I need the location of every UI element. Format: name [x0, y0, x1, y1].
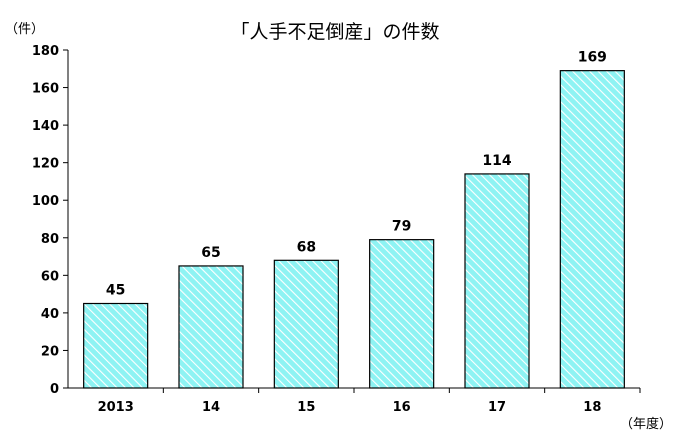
- chart-title: 「人手不足倒産」の件数: [230, 21, 439, 43]
- y-tick-label: 120: [32, 157, 59, 172]
- y-tick-label: 0: [50, 382, 59, 397]
- y-axis-ticks: 0 20 40 60 80 100 120 140 160 180: [32, 44, 68, 397]
- x-tick-label: 17: [488, 400, 506, 415]
- bar: [369, 239, 435, 389]
- data-label: 79: [392, 219, 411, 235]
- y-tick-label: 100: [32, 194, 59, 209]
- y-tick-label: 80: [41, 232, 59, 247]
- x-tick-label: 14: [202, 400, 220, 415]
- bar: [464, 173, 530, 389]
- x-axis-unit-label: （年度）: [620, 416, 672, 432]
- y-axis-unit-label: （件）: [5, 22, 44, 37]
- y-tick-label: 180: [32, 44, 59, 59]
- data-label: 45: [106, 283, 125, 299]
- y-tick-label: 20: [41, 344, 59, 359]
- y-tick-label: 40: [41, 307, 59, 322]
- y-tick-label: 140: [32, 119, 59, 134]
- data-label: 169: [578, 50, 607, 66]
- bar: [178, 265, 244, 389]
- x-tick-label: 15: [297, 400, 315, 415]
- y-tick-label: 160: [32, 82, 59, 97]
- bar: [83, 302, 149, 389]
- bar: [559, 70, 625, 389]
- bar: [273, 259, 339, 389]
- data-label: 68: [297, 239, 316, 255]
- x-axis-ticks: 2013 14 15 16 17 18: [98, 388, 641, 415]
- bars: 45 65 68 79 114 169: [83, 50, 625, 389]
- data-label: 65: [201, 245, 220, 261]
- data-label: 114: [482, 153, 511, 169]
- x-tick-label: 2013: [98, 400, 134, 415]
- x-tick-label: 16: [393, 400, 411, 415]
- x-tick-label: 18: [583, 400, 601, 415]
- y-tick-label: 60: [41, 269, 59, 284]
